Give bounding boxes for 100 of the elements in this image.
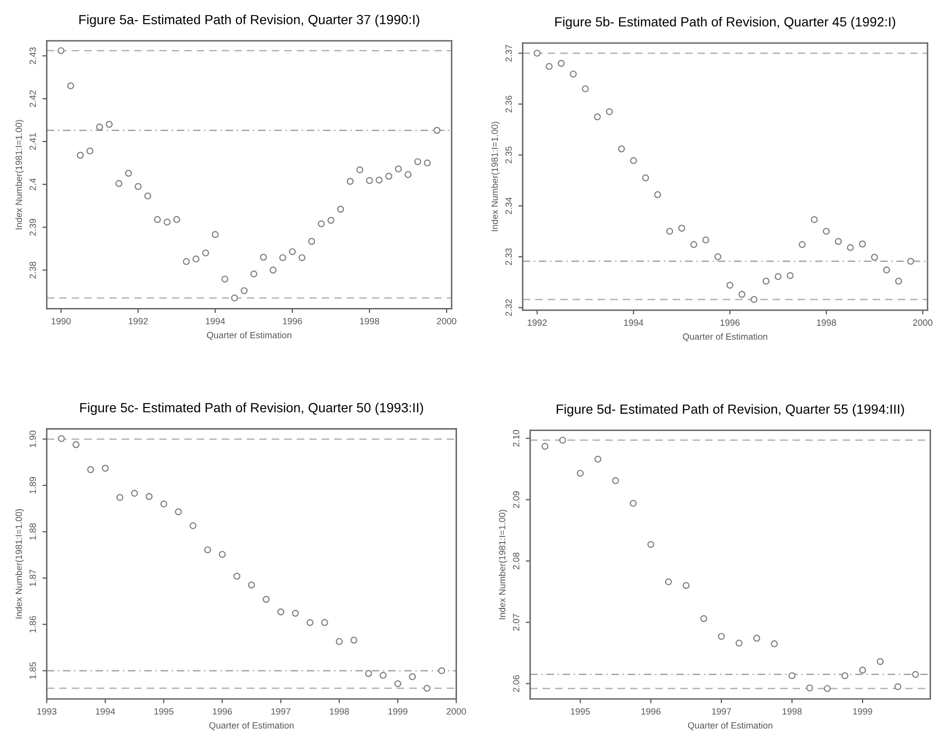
- point: [424, 159, 431, 166]
- point: [788, 672, 796, 680]
- point: [116, 494, 124, 501]
- y-tick-label: 2.32: [505, 299, 512, 316]
- point: [859, 666, 866, 674]
- x-tick-label: 2000: [437, 318, 456, 324]
- point: [786, 272, 794, 280]
- point: [682, 582, 690, 589]
- y-tick-label: 2.39: [30, 218, 36, 236]
- x-tick-label: 1998: [330, 708, 349, 715]
- point: [115, 180, 122, 187]
- point: [134, 183, 142, 190]
- point: [131, 490, 138, 497]
- point: [612, 477, 620, 484]
- x-axis-title: Quarter of Estimation: [682, 333, 768, 342]
- point: [750, 296, 758, 303]
- x-tick-label: 1999: [388, 708, 408, 715]
- y-tick-label: 2.4: [30, 178, 36, 190]
- chart-title: Figure 5a- Estimated Path of Revision, Quarter 37 (1990:I): [79, 14, 420, 27]
- point: [350, 636, 358, 644]
- point: [380, 672, 387, 679]
- point: [173, 216, 180, 223]
- point: [204, 546, 212, 554]
- point: [798, 241, 806, 248]
- point: [174, 508, 182, 516]
- point: [58, 47, 64, 54]
- point: [248, 582, 255, 588]
- y-tick-label: 2.34: [505, 197, 512, 214]
- x-axis-title: Quarter of Estimation: [688, 722, 772, 730]
- point: [298, 254, 306, 262]
- point: [570, 70, 577, 78]
- y-axis-title: Index Number(1981:I=1.00): [15, 120, 24, 230]
- point: [871, 254, 878, 261]
- x-tick-label: 1996: [720, 319, 740, 326]
- point: [288, 248, 296, 256]
- point: [559, 436, 566, 444]
- x-tick-label: 1998: [816, 319, 836, 326]
- point: [690, 241, 698, 248]
- x-tick-label: 1994: [624, 319, 644, 326]
- point: [240, 287, 248, 294]
- point: [154, 216, 161, 223]
- point: [558, 60, 565, 67]
- point: [385, 172, 392, 180]
- x-tick-label: 1995: [154, 708, 174, 715]
- point: [576, 470, 584, 477]
- point: [327, 216, 334, 224]
- y-tick-label: 2.35: [505, 146, 512, 164]
- point: [218, 550, 226, 558]
- point: [160, 500, 168, 508]
- y-tick-label: 1.90: [30, 430, 36, 448]
- point: [87, 466, 94, 474]
- point: [810, 216, 818, 224]
- point: [822, 228, 830, 235]
- x-tick-label: 1990: [52, 318, 71, 324]
- y-tick-label: 1.86: [30, 616, 36, 632]
- point: [806, 684, 814, 692]
- y-tick-label: 2.41: [30, 133, 36, 150]
- point: [233, 572, 240, 580]
- point: [306, 619, 314, 626]
- chart-title: Figure 5d- Estimated Path of Revision, Quarter 55 (1994:III): [556, 404, 904, 416]
- point: [337, 206, 344, 213]
- chart-title: Figure 5b- Estimated Path of Revision, Quarter 45 (1992:I): [555, 16, 896, 30]
- point: [736, 640, 743, 647]
- point: [647, 540, 654, 548]
- point: [594, 113, 601, 120]
- point: [58, 435, 65, 442]
- point: [702, 236, 710, 244]
- x-tick-label: 1994: [206, 318, 226, 324]
- point: [665, 578, 672, 586]
- point: [102, 464, 109, 472]
- point: [894, 683, 902, 690]
- x-tick-label: 1992: [528, 319, 547, 326]
- y-tick-label: 1.87: [30, 570, 36, 586]
- x-axis-title: Quarter of Estimation: [206, 332, 292, 340]
- x-tick-label: 1996: [212, 708, 232, 715]
- point: [144, 192, 152, 200]
- y-tick-label: 2.38: [30, 262, 36, 278]
- y-tick-label: 2.43: [30, 47, 36, 64]
- point: [202, 249, 210, 256]
- x-tick-label: 2000: [913, 319, 932, 326]
- x-tick-label: 1993: [37, 708, 56, 715]
- point: [678, 224, 686, 232]
- point: [192, 255, 200, 262]
- point: [582, 85, 589, 92]
- point: [714, 253, 722, 260]
- point: [279, 254, 286, 262]
- y-tick-label: 2.42: [30, 90, 36, 107]
- point: [321, 619, 328, 626]
- point: [541, 442, 548, 450]
- point: [86, 147, 94, 154]
- point: [190, 522, 196, 530]
- point: [231, 294, 238, 302]
- x-axis-title: Quarter of Estimation: [209, 722, 294, 730]
- x-tick-label: 2000: [446, 708, 466, 715]
- point: [408, 673, 416, 680]
- point: [834, 238, 842, 245]
- y-tick-label: 2.36: [505, 96, 512, 112]
- point: [394, 165, 402, 172]
- x-tick-label: 1998: [782, 708, 802, 715]
- point: [125, 170, 132, 177]
